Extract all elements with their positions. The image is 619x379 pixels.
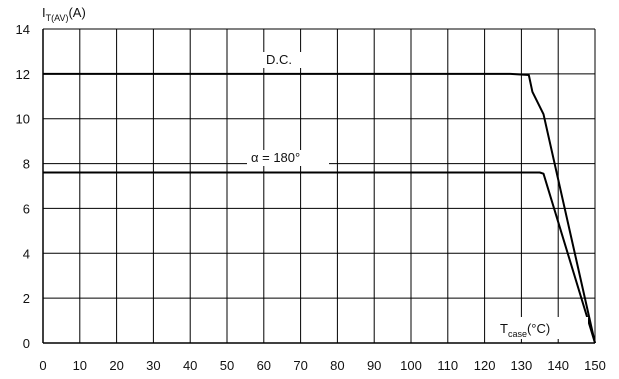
x-tick-label-7: 70: [293, 358, 307, 373]
x-tick-label-1: 10: [73, 358, 87, 373]
y-tick-label-2: 4: [23, 246, 30, 261]
alpha-label-bg: [247, 150, 329, 166]
series-lines: [43, 72, 596, 344]
series-line-1: [43, 171, 596, 344]
y-tick-label-5: 10: [16, 112, 30, 127]
y-tick-labels: 0 2 4 6 8 10 12 14: [16, 22, 30, 351]
x-tick-label-4: 40: [183, 358, 197, 373]
series-label-dc: D.C.: [266, 52, 292, 67]
x-tick-label-14: 140: [547, 358, 569, 373]
series-line-0: [43, 72, 596, 344]
x-tick-label-6: 60: [257, 358, 271, 373]
axes: [42, 29, 595, 344]
y-tick-label-0: 0: [23, 336, 30, 351]
x-tick-label-15: 150: [584, 358, 606, 373]
y-axis-label: IT(AV)(A): [42, 5, 86, 23]
y-tick-label-3: 6: [23, 201, 30, 216]
x-tick-label-0: 0: [39, 358, 46, 373]
x-tick-label-8: 80: [330, 358, 344, 373]
y-tick-label-4: 8: [23, 157, 30, 172]
x-tick-label-12: 120: [474, 358, 496, 373]
x-tick-label-13: 130: [511, 358, 533, 373]
y-tick-label-6: 12: [16, 67, 30, 82]
series-label-alpha: α = 180°: [251, 150, 300, 165]
x-tick-label-2: 20: [109, 358, 123, 373]
x-tick-label-3: 30: [146, 358, 160, 373]
x-tick-label-9: 90: [367, 358, 381, 373]
y-tick-label-1: 2: [23, 291, 30, 306]
x-tick-label-5: 50: [220, 358, 234, 373]
x-axis-label-bg: [496, 317, 588, 339]
x-tick-labels: 0 10 20 30 40 50 60 70 80 90 100 110 120 130 140 150: [39, 358, 605, 373]
y-tick-label-7: 14: [16, 22, 30, 37]
x-axis-label: Tcase(°C): [500, 321, 550, 339]
grid: [42, 28, 596, 344]
x-tick-label-10: 100: [400, 358, 422, 373]
x-tick-label-11: 110: [437, 358, 458, 373]
dc-label-bg: [262, 52, 302, 68]
